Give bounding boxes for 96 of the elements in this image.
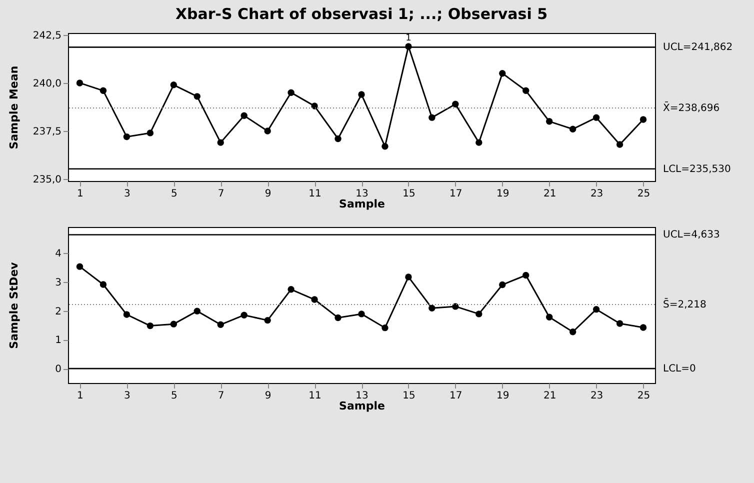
x-tick-label: 21: [543, 390, 556, 402]
point: [358, 310, 365, 318]
point: [194, 308, 200, 314]
point: [123, 133, 130, 140]
x-tick-label: 11: [308, 390, 322, 402]
x-tick-label: 1: [77, 390, 84, 402]
point: [170, 82, 178, 88]
point: [640, 116, 647, 123]
y-tick-label: 3: [55, 277, 62, 288]
point: [100, 281, 107, 288]
point: [640, 324, 647, 331]
point: [100, 87, 107, 94]
x-tick-label: 11: [308, 188, 322, 200]
point: [76, 263, 84, 270]
x-tick-label: 5: [170, 390, 178, 402]
point: [288, 286, 294, 293]
x-tick-label: 13: [356, 188, 368, 200]
y-tick-label: 0: [55, 364, 62, 376]
ref-line-label: UCL=4,633: [663, 230, 720, 241]
point: [476, 139, 482, 146]
x-tick-label: 21: [543, 188, 556, 200]
point: [382, 324, 388, 332]
x-tick-label: 23: [590, 390, 604, 402]
point: [476, 310, 482, 318]
ref-line-label: S̄=2,218: [663, 298, 706, 310]
point: [288, 89, 294, 96]
point: [499, 70, 506, 77]
point: [616, 320, 624, 327]
x-tick-label: 1: [77, 188, 84, 200]
point: [428, 304, 436, 312]
ref-line-label: LCL=235,530: [663, 164, 731, 175]
ref-line-label: X̄=238,696: [663, 101, 720, 114]
x-tick-label: 3: [124, 188, 130, 200]
point: [170, 320, 178, 328]
y-axis-title: Sample Mean: [8, 66, 20, 150]
y-tick-label: 1: [55, 335, 62, 346]
point: [311, 102, 318, 110]
point: [76, 80, 84, 86]
y-tick-label: 242,5: [32, 30, 62, 42]
point: [217, 139, 224, 146]
x-tick-label: 15: [402, 390, 416, 402]
point: [569, 126, 576, 132]
x-tick-label: 17: [450, 188, 462, 200]
x-tick-label: 3: [124, 390, 130, 402]
x-tick-label: 5: [170, 188, 178, 200]
point: [592, 306, 600, 313]
x-axis-title: Sample: [339, 400, 385, 412]
point: [194, 93, 200, 100]
y-tick-label: 4: [55, 248, 62, 260]
point: [452, 303, 459, 310]
point: [334, 314, 342, 322]
y-axis-title: Sample StDev: [8, 261, 20, 349]
x-tick-label: 9: [264, 390, 272, 402]
x-tick-label: 13: [356, 390, 368, 402]
x-axis-title: Sample: [339, 198, 385, 210]
x-tick-label: 17: [450, 390, 462, 402]
point: [616, 141, 624, 148]
x-tick-label: 9: [264, 188, 272, 200]
x-tick-label: 25: [637, 188, 650, 200]
chart-title: Xbar-S Chart of observasi 1; ...; Observasi 5: [175, 4, 548, 23]
point: [240, 112, 248, 119]
ref-line-label: UCL=241,862: [663, 42, 733, 54]
x-tick-label: 23: [590, 188, 604, 200]
point: [522, 87, 530, 94]
x-tick-label: 25: [637, 390, 650, 402]
point: [382, 143, 388, 150]
point: [499, 281, 506, 288]
x-tick-label: 19: [496, 390, 510, 402]
point: [264, 316, 271, 324]
point: [522, 272, 530, 279]
point: [428, 114, 436, 121]
point: [217, 321, 224, 328]
point: [546, 314, 553, 320]
point: [311, 296, 318, 303]
annotation: 1: [406, 33, 412, 44]
y-tick-label: 240,0: [32, 78, 62, 90]
point: [123, 311, 130, 318]
point: [146, 130, 154, 136]
point: [546, 118, 553, 125]
point: [452, 100, 459, 108]
point: [334, 135, 342, 142]
point: [358, 91, 365, 98]
y-tick-label: 2: [55, 306, 62, 318]
y-tick-label: 235,0: [32, 174, 62, 186]
x-tick-label: 15: [402, 188, 416, 200]
ref-line-label: LCL=0: [663, 364, 696, 375]
x-tick-label: 7: [218, 390, 224, 402]
x-tick-label: 7: [218, 188, 224, 200]
point: [405, 274, 412, 280]
point: [569, 328, 576, 336]
x-tick-label: 19: [496, 188, 510, 200]
point: [592, 114, 600, 121]
point: [264, 128, 271, 134]
y-tick-label: 237,5: [32, 126, 62, 138]
point: [240, 312, 248, 318]
point: [146, 322, 154, 330]
